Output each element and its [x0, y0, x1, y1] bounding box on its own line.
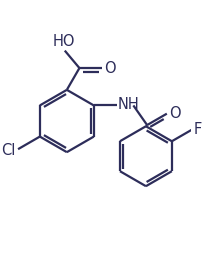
Text: O: O: [169, 106, 180, 121]
Text: F: F: [193, 122, 202, 137]
Text: NH: NH: [118, 97, 140, 112]
Text: Cl: Cl: [1, 143, 16, 158]
Text: O: O: [105, 60, 116, 75]
Text: HO: HO: [52, 34, 75, 49]
